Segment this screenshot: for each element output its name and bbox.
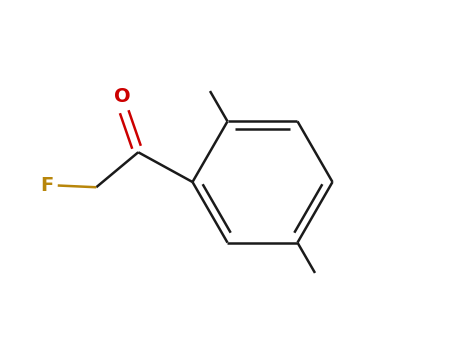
Text: O: O bbox=[114, 88, 131, 106]
Text: F: F bbox=[40, 176, 54, 195]
